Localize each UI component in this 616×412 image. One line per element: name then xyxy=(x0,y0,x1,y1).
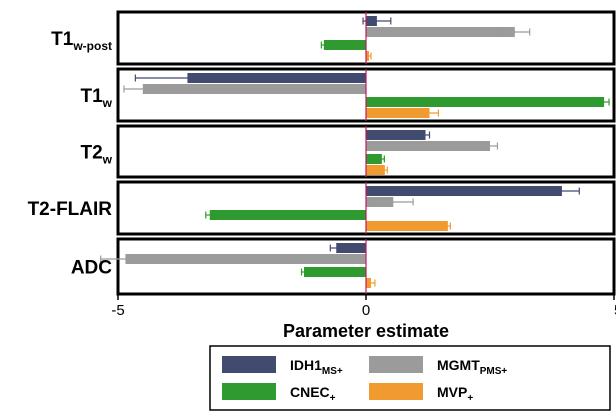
bar xyxy=(304,267,366,277)
legend-swatch xyxy=(222,356,276,373)
legend-label: IDH1MS+ xyxy=(290,357,343,377)
x-tick-label: 5 xyxy=(614,302,616,319)
bar xyxy=(366,165,385,175)
bar xyxy=(366,108,430,118)
category-label: ADC xyxy=(71,258,112,279)
row-1 xyxy=(116,67,616,123)
x-axis-title: Parameter estimate xyxy=(283,321,449,341)
bar xyxy=(125,254,366,264)
row-3 xyxy=(116,180,616,236)
legend-item: CNEC+ xyxy=(222,383,336,404)
x-axis: -5 0 5 xyxy=(111,294,616,319)
bar xyxy=(366,186,562,196)
row-4 xyxy=(100,237,616,296)
legend-item: IDH1MS+ xyxy=(222,356,343,377)
bar xyxy=(366,97,605,107)
legend-box xyxy=(209,345,611,411)
x-tick-label: -5 xyxy=(111,302,124,319)
legend-swatch xyxy=(222,383,276,400)
category-label: T1w xyxy=(80,86,112,110)
legend-item: MVP+ xyxy=(369,383,473,404)
legend-swatch xyxy=(369,383,423,400)
bar xyxy=(209,210,366,220)
chart-rows xyxy=(100,10,616,296)
legend-label: CNEC+ xyxy=(290,384,336,404)
bar xyxy=(366,154,382,164)
bar xyxy=(142,84,366,94)
legend-item: MGMTPMS+ xyxy=(369,356,507,377)
category-label: T2-FLAIR xyxy=(28,199,113,220)
bar xyxy=(366,130,426,140)
legend-swatch xyxy=(369,356,423,373)
category-label: T2w xyxy=(80,143,112,167)
bar xyxy=(336,243,366,253)
bar xyxy=(366,221,448,231)
legend: IDH1MS+ MGMTPMS+ CNEC+ MVP+ xyxy=(209,345,611,411)
bar xyxy=(366,141,490,151)
x-tick-label: 0 xyxy=(362,302,370,319)
legend-label: MGMTPMS+ xyxy=(437,357,507,377)
legend-label: MVP+ xyxy=(437,384,473,404)
category-labels: T1w-post T1w T2w T2-FLAIR ADC xyxy=(28,29,113,279)
row-0 xyxy=(116,10,616,66)
category-label: T1w-post xyxy=(51,29,112,53)
row-2 xyxy=(116,124,616,179)
bar xyxy=(366,27,515,37)
bar xyxy=(323,40,366,50)
bar xyxy=(187,73,366,83)
